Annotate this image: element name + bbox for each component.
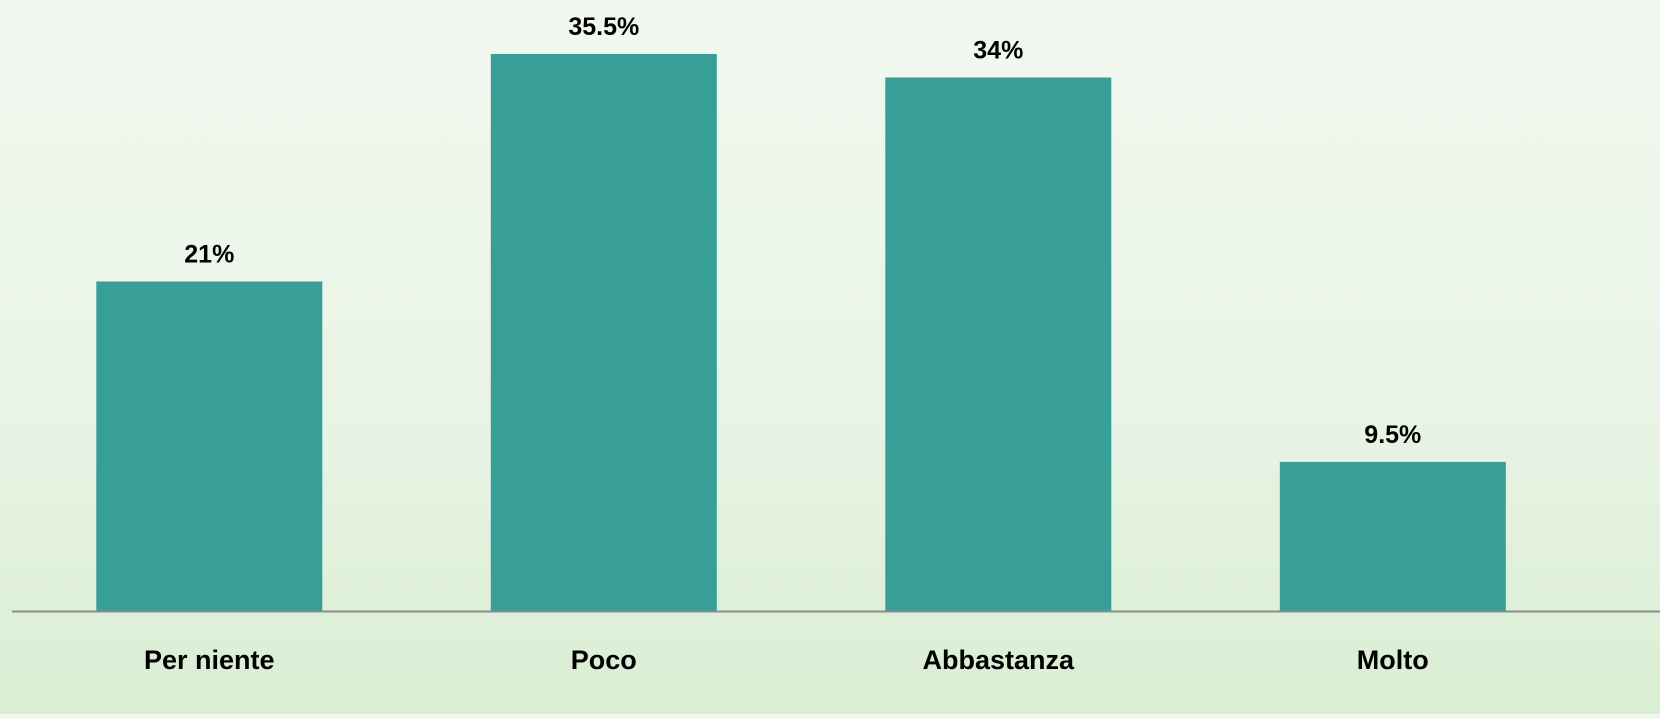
bar-per-niente — [96, 281, 323, 611]
x-tick-label: Molto — [1357, 645, 1429, 675]
x-tick-label: Abbastanza — [923, 645, 1076, 675]
bars-layer — [96, 54, 1506, 611]
data-label: 34% — [973, 37, 1023, 65]
bar-molto — [1279, 461, 1506, 611]
data-label: 21% — [184, 241, 234, 269]
value-labels-layer: 21% 35.5% 34% 9.5% — [184, 13, 1421, 449]
x-tick-label: Poco — [571, 645, 637, 675]
category-labels-layer: Per niente Poco Abbastanza Molto — [144, 645, 1429, 675]
data-label: 9.5% — [1364, 421, 1421, 449]
x-tick-label: Per niente — [144, 645, 275, 675]
bar-abbastanza — [885, 77, 1112, 611]
bar-poco — [490, 54, 717, 611]
data-label: 35.5% — [568, 13, 639, 41]
